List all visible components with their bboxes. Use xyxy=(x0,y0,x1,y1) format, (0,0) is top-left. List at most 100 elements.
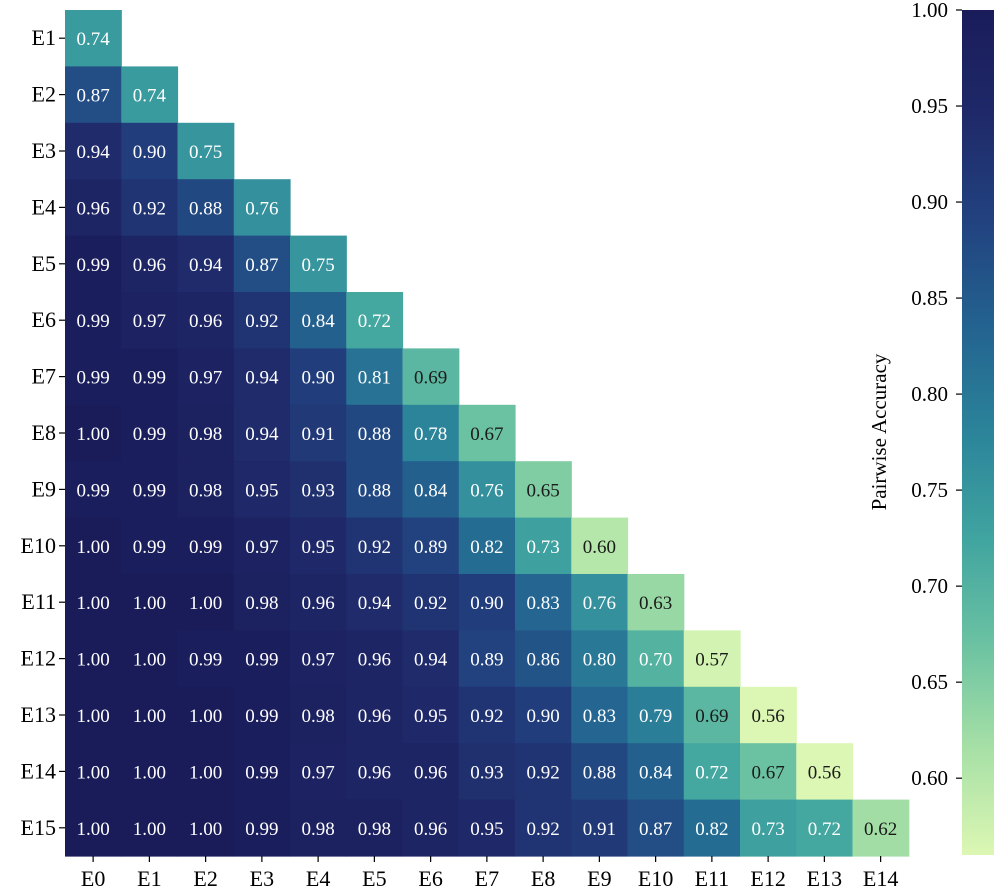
cell-value-label: 0.95 xyxy=(245,480,278,501)
cell-value-label: 1.00 xyxy=(133,819,166,840)
cell-value-label: 0.99 xyxy=(245,819,278,840)
cell-value-label: 0.75 xyxy=(189,142,222,163)
colorbar-tick-label: 1.00 xyxy=(911,0,948,22)
heatmap-cell-E13-E11 xyxy=(683,686,741,744)
heatmap-cell-E11-E0 xyxy=(65,574,122,631)
heatmap-cell-E15-E8 xyxy=(515,799,572,857)
cell-value-label: 0.97 xyxy=(302,762,335,783)
cell-value-label: 0.94 xyxy=(414,650,448,671)
cell-value-label: 0.95 xyxy=(470,819,503,840)
cell-value-label: 0.83 xyxy=(527,593,560,614)
cell-value-label: 0.96 xyxy=(302,593,335,614)
heatmap-cell-E13-E6 xyxy=(402,686,460,744)
heatmap-cell-E5-E0 xyxy=(65,235,122,293)
cell-value-label: 0.99 xyxy=(133,424,166,445)
heatmap-cell-E8-E6 xyxy=(402,404,460,462)
x-tick-label: E13 xyxy=(807,866,842,891)
y-tick-label: E3 xyxy=(32,138,56,163)
y-tick-label: E4 xyxy=(32,194,56,219)
cell-value-label: 0.91 xyxy=(302,424,335,445)
cell-value-label: 0.94 xyxy=(245,368,279,389)
heatmap-cell-E11-E4 xyxy=(290,574,347,631)
heatmap-cell-E12-E6 xyxy=(402,630,460,688)
heatmap-cell-E15-E5 xyxy=(346,799,404,857)
cell-value-label: 0.72 xyxy=(695,762,728,783)
heatmap-cell-E12-E7 xyxy=(458,630,516,688)
heatmap-cell-E11-E7 xyxy=(458,574,516,631)
cell-value-label: 0.94 xyxy=(245,424,279,445)
cell-value-label: 1.00 xyxy=(133,762,166,783)
heatmap-cell-E6-E1 xyxy=(121,292,179,349)
cell-value-label: 0.62 xyxy=(864,819,897,840)
heatmap-cell-E13-E0 xyxy=(65,686,122,744)
heatmap-cell-E11-E9 xyxy=(571,574,629,631)
x-tick-label: E4 xyxy=(306,866,330,891)
cell-value-label: 0.96 xyxy=(414,762,447,783)
y-tick-label: E6 xyxy=(32,307,56,332)
cell-value-label: 0.99 xyxy=(133,480,166,501)
heatmap-cell-E14-E12 xyxy=(740,743,797,801)
cell-value-label: 0.88 xyxy=(358,480,391,501)
heatmap-cell-E7-E0 xyxy=(65,348,122,406)
cell-value-label: 0.98 xyxy=(189,424,222,445)
x-tick-label: E1 xyxy=(137,866,161,891)
colorbar-label: Pairwise Accuracy xyxy=(867,353,891,510)
x-tick-label: E7 xyxy=(475,866,499,891)
cell-value-label: 0.98 xyxy=(189,480,222,501)
heatmap-cell-E15-E7 xyxy=(458,799,516,857)
heatmap-cell-E12-E9 xyxy=(571,630,629,688)
heatmap-cell-E8-E3 xyxy=(233,404,291,462)
cell-value-label: 0.99 xyxy=(189,650,222,671)
heatmap-cell-E14-E9 xyxy=(571,743,629,801)
cell-value-label: 0.88 xyxy=(189,198,222,219)
heatmap-cell-E15-E1 xyxy=(121,799,179,857)
colorbar-tick-label: 0.85 xyxy=(911,286,948,310)
y-tick-label: E8 xyxy=(32,420,56,445)
heatmap-cell-E8-E0 xyxy=(65,404,122,462)
cell-value-label: 0.88 xyxy=(583,762,616,783)
heatmap-cell-E13-E5 xyxy=(346,686,404,744)
heatmap-cell-E13-E7 xyxy=(458,686,516,744)
heatmap-cell-E14-E0 xyxy=(65,743,122,801)
cell-value-label: 0.67 xyxy=(470,424,503,445)
heatmap-cell-E5-E3 xyxy=(233,235,291,293)
cell-value-label: 1.00 xyxy=(77,424,110,445)
x-axis: E0 E1 E2 E3 E4 E5 E6 E7 E8 E9 E10 E11 E12 E13 E14 xyxy=(81,856,898,891)
heatmap-cell-E15-E10 xyxy=(627,799,685,857)
heatmap-cell-E8-E1 xyxy=(121,404,179,462)
heatmap-cell-E8-E4 xyxy=(290,404,347,462)
cell-value-label: 0.92 xyxy=(414,593,447,614)
heatmap-cell-E11-E2 xyxy=(177,574,235,631)
heatmap-cell-E9-E4 xyxy=(290,461,347,519)
x-tick-label: E14 xyxy=(863,866,898,891)
heatmap-cell-E10-E5 xyxy=(346,517,404,575)
heatmap-cell-E14-E10 xyxy=(627,743,685,801)
heatmap-cell-E15-E13 xyxy=(796,799,854,857)
cell-value-label: 1.00 xyxy=(77,706,110,727)
x-tick-label: E2 xyxy=(193,866,217,891)
cell-value-label: 1.00 xyxy=(133,706,166,727)
cell-value-label: 0.83 xyxy=(583,706,616,727)
heatmap-cell-E15-E6 xyxy=(402,799,460,857)
cell-value-label: 0.73 xyxy=(752,819,785,840)
heatmap-cell-E8-E2 xyxy=(177,404,235,462)
cell-value-label: 0.99 xyxy=(77,255,110,276)
heatmap-cell-E13-E1 xyxy=(121,686,179,744)
heatmap-cell-E14-E7 xyxy=(458,743,516,801)
cell-value-label: 0.92 xyxy=(527,762,560,783)
heatmap-cell-E4-E2 xyxy=(177,179,235,237)
colorbar-tick-label: 0.70 xyxy=(911,574,948,598)
heatmap-cell-E10-E0 xyxy=(65,517,122,575)
heatmap-cell-E3-E0 xyxy=(65,122,122,180)
cell-value-label: 0.99 xyxy=(77,368,110,389)
heatmap-cell-E7-E3 xyxy=(233,348,291,406)
heatmap-cells: 0.74 0.87 0.74 0.94 0.90 0.75 0.96 0.92 0.88 0.76… xyxy=(65,10,910,857)
heatmap-cell-E10-E7 xyxy=(458,517,516,575)
heatmap-cell-E14-E6 xyxy=(402,743,460,801)
heatmap-cell-E4-E3 xyxy=(233,179,291,237)
cell-value-label: 0.57 xyxy=(695,650,728,671)
heatmap-cell-E12-E5 xyxy=(346,630,404,688)
cell-value-label: 0.92 xyxy=(527,819,560,840)
cell-value-label: 0.90 xyxy=(527,706,560,727)
cell-value-label: 1.00 xyxy=(189,706,222,727)
